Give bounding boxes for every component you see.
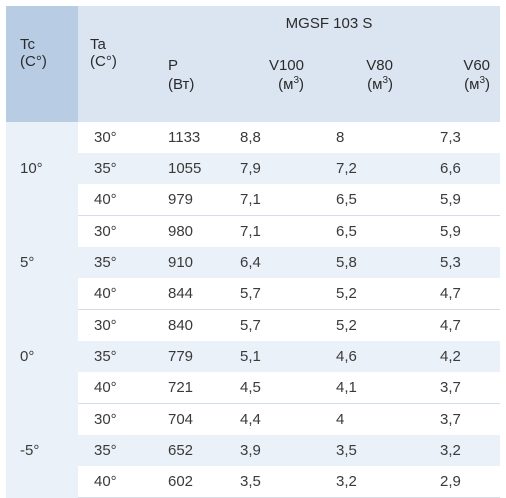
v100-cell: 3,5 <box>228 466 326 498</box>
v100-cell: 8,8 <box>240 129 261 146</box>
table-row: 40° 979 7,1 6,5 5,9 <box>6 184 501 216</box>
ta-cell: 35° <box>78 247 158 278</box>
v80-cell: 6,5 <box>336 223 357 240</box>
ta-cell: 40° <box>78 466 158 498</box>
table-row: -5° 30° 704 4,4 4 3,7 <box>6 403 500 498</box>
header-v60-unit: (м3) <box>464 75 491 94</box>
power-cell: 1055 <box>158 153 228 184</box>
v100-cell: 6,4 <box>228 247 326 278</box>
power-cell: 779 <box>158 341 228 372</box>
header-v80-label: V80 <box>366 57 393 74</box>
ta-cell: 30° <box>94 129 117 146</box>
ta-cell: 30° <box>94 223 117 240</box>
v60-cell: 4,7 <box>440 317 461 334</box>
v60-cell: 3,7 <box>440 411 461 428</box>
v80-cell: 3,2 <box>326 466 415 498</box>
power-cell: 602 <box>158 466 228 498</box>
v100-cell: 5,1 <box>228 341 326 372</box>
power-cell: 704 <box>168 411 194 428</box>
header-model: MGSF 103 S <box>158 6 501 40</box>
power-cell: 652 <box>158 435 228 466</box>
power-cell: 979 <box>158 184 228 216</box>
v60-cell: 4,7 <box>415 278 501 310</box>
table-row: 10° 30° 1133 8,8 8 7,3 <box>6 122 500 216</box>
v80-cell: 6,5 <box>326 184 415 216</box>
v80-cell: 5,2 <box>326 278 415 310</box>
header-tc: Tc (C°) <box>6 6 78 122</box>
table-row: 0° 30° 840 5,7 5,2 4,7 <box>6 309 500 404</box>
table-header: Tc (C°) Ta (C°) MGSF 103 S P (Вт) V100 (… <box>6 6 501 122</box>
header-ta-unit: (C°) <box>90 53 117 70</box>
v60-cell: 5,9 <box>440 223 461 240</box>
ta-cell: 35° <box>78 153 158 184</box>
v100-cell: 3,9 <box>228 435 326 466</box>
table-row: 35° 910 6,4 5,8 5,3 <box>6 247 501 278</box>
header-tc-unit: (C°) <box>20 53 47 70</box>
v80-cell: 4 <box>336 411 345 428</box>
power-cell: 721 <box>158 372 228 404</box>
ta-cell: 40° <box>78 372 158 404</box>
power-cell: 910 <box>158 247 228 278</box>
power-cell: 1133 <box>168 129 201 146</box>
table-row: 35° 1055 7,9 7,2 6,6 <box>6 153 501 184</box>
table-row: 5° 30° 980 7,1 6,5 5,9 <box>6 215 500 310</box>
v100-cell: 7,1 <box>240 223 261 240</box>
v100-cell: 5,7 <box>228 278 326 310</box>
v100-cell: 4,5 <box>228 372 326 404</box>
table-row: 35° 652 3,9 3,5 3,2 <box>6 435 501 466</box>
ta-cell: 40° <box>78 278 158 310</box>
v80-cell: 7,2 <box>326 153 415 184</box>
header-power-unit: (Вт) <box>168 76 195 93</box>
header-power-label: P <box>168 57 179 74</box>
v100-cell: 7,9 <box>228 153 326 184</box>
table-body: 10° 30° 1133 8,8 8 7,3 35° 1055 7,9 7,2 6,6 40° 979 7… <box>6 122 501 498</box>
header-ta-label: Ta <box>90 36 106 53</box>
performance-table: Tc (C°) Ta (C°) MGSF 103 S P (Вт) V100 (… <box>6 6 501 498</box>
tc-group-cell: -5° <box>6 403 78 498</box>
v60-cell: 4,2 <box>415 341 501 372</box>
v80-cell: 3,5 <box>326 435 415 466</box>
tc-group-cell: 5° <box>6 215 78 310</box>
tc-group-cell: 0° <box>6 309 78 404</box>
table-row: 35° 779 5,1 4,6 4,2 <box>6 341 501 372</box>
header-v100-label: V100 <box>268 57 304 74</box>
v60-cell: 7,3 <box>440 129 461 146</box>
table-row: 40° 844 5,7 5,2 4,7 <box>6 278 501 310</box>
header-ta: Ta (C°) <box>78 6 158 122</box>
ta-cell: 40° <box>78 184 158 216</box>
v80-cell: 4,6 <box>326 341 415 372</box>
power-cell: 844 <box>158 278 228 310</box>
header-tc-label: Tc <box>20 36 35 53</box>
power-cell: 840 <box>168 317 194 334</box>
ta-cell: 35° <box>78 341 158 372</box>
v60-cell: 5,9 <box>415 184 501 216</box>
spec-table-container: Tc (C°) Ta (C°) MGSF 103 S P (Вт) V100 (… <box>6 6 501 498</box>
tc-group-cell: 10° <box>6 122 78 216</box>
v60-cell: 3,2 <box>415 435 501 466</box>
v80-cell: 8 <box>336 129 345 146</box>
v80-cell: 5,8 <box>326 247 415 278</box>
v60-cell: 5,3 <box>415 247 501 278</box>
v60-cell: 6,6 <box>415 153 501 184</box>
header-v60: V60 (м3) <box>415 40 501 122</box>
header-power: P (Вт) <box>158 40 228 122</box>
v100-cell: 4,4 <box>240 411 261 428</box>
header-v100-unit: (м3) <box>278 75 304 94</box>
header-v80: V80 (м3) <box>326 40 415 122</box>
v80-cell: 4,1 <box>326 372 415 404</box>
v60-cell: 3,7 <box>415 372 501 404</box>
header-v100: V100 (м3) <box>228 40 326 122</box>
header-v60-label: V60 <box>463 57 491 74</box>
power-cell: 980 <box>168 223 194 240</box>
v100-cell: 5,7 <box>240 317 261 334</box>
header-v80-unit: (м3) <box>367 75 393 94</box>
v60-cell: 2,9 <box>415 466 501 498</box>
ta-cell: 35° <box>78 435 158 466</box>
table-row: 40° 721 4,5 4,1 3,7 <box>6 372 501 404</box>
table-row: 40° 602 3,5 3,2 2,9 <box>6 466 501 498</box>
v100-cell: 7,1 <box>228 184 326 216</box>
v80-cell: 5,2 <box>336 317 357 334</box>
ta-cell: 30° <box>94 317 117 334</box>
ta-cell: 30° <box>94 411 117 428</box>
